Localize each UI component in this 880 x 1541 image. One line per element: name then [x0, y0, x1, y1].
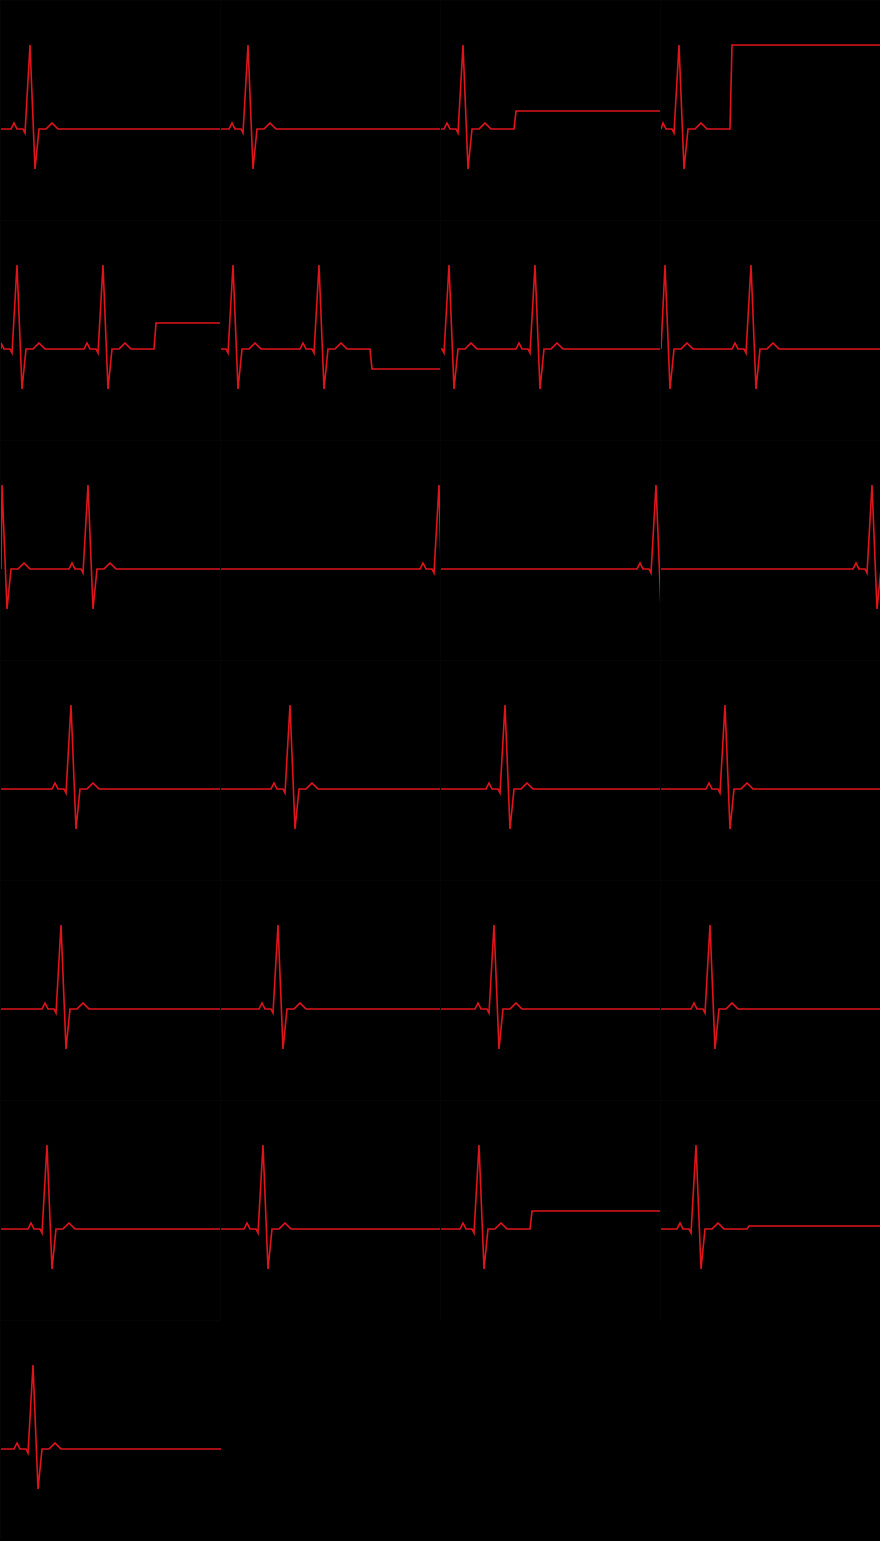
ecg-frame-svg [661, 264, 880, 390]
ecg-trace [221, 1144, 441, 1270]
ecg-frame-svg [221, 484, 441, 577]
frame-16 [660, 660, 880, 880]
ecg-trace [441, 264, 661, 390]
frame-4 [660, 0, 880, 220]
ecg-frame-svg [441, 704, 661, 830]
frame-13 [0, 660, 221, 880]
ecg-frame-svg [661, 484, 880, 610]
frame-17 [0, 880, 221, 1100]
frame-14 [220, 660, 441, 880]
ecg-trace [1, 484, 221, 610]
ecg-trace [1, 1144, 221, 1270]
ecg-frame-svg [221, 704, 441, 830]
frame-12 [660, 440, 880, 660]
ecg-frame-svg [221, 1144, 441, 1270]
frame-5 [0, 220, 221, 440]
ecg-frame-svg [1, 264, 221, 390]
ecg-frame-svg [441, 44, 661, 170]
frame-21 [0, 1100, 221, 1320]
frame-24 [660, 1100, 880, 1320]
ecg-trace [1, 1364, 221, 1490]
ecg-frame-svg [221, 924, 441, 1050]
ecg-frame-svg [441, 1144, 661, 1270]
ecg-trace [661, 44, 880, 170]
ecg-frame-svg [1, 1364, 221, 1490]
frame-22 [220, 1100, 441, 1320]
ecg-trace [1, 44, 221, 170]
frame-6 [220, 220, 441, 440]
ecg-frame-svg [441, 484, 661, 610]
ecg-frame-svg [661, 704, 880, 830]
frame-23 [440, 1100, 661, 1320]
frame-20 [660, 880, 880, 1100]
ecg-frame-svg [441, 264, 661, 390]
frame-9 [0, 440, 221, 660]
ecg-frame-svg [1, 1144, 221, 1270]
ecg-trace [1, 704, 221, 830]
ecg-trace [221, 704, 441, 830]
ecg-frame-svg [1, 484, 221, 610]
frame-8 [660, 220, 880, 440]
ecg-trace [221, 924, 441, 1050]
ecg-frame-svg [441, 924, 661, 1050]
ecg-frame-svg [1, 924, 221, 1050]
frame-3 [440, 0, 661, 220]
frame-18 [220, 880, 441, 1100]
ecg-trace [441, 484, 661, 610]
frame-25 [0, 1320, 221, 1540]
ecg-trace [661, 264, 880, 390]
ecg-trace [221, 484, 441, 577]
ecg-trace [221, 44, 441, 170]
ecg-trace [221, 264, 441, 390]
ecg-frame-svg [661, 1144, 880, 1270]
frame-11 [440, 440, 661, 660]
ecg-trace [1, 924, 221, 1050]
ecg-frame-svg [661, 924, 880, 1050]
ecg-trace [1, 264, 221, 390]
frame-2 [220, 0, 441, 220]
ecg-trace [661, 1144, 880, 1270]
ecg-trace [441, 44, 661, 170]
frame-10 [220, 440, 441, 660]
frame-15 [440, 660, 661, 880]
ecg-trace [661, 924, 880, 1050]
ecg-trace [441, 1144, 661, 1270]
ecg-frame-svg [1, 44, 221, 170]
ecg-frame-svg [1, 704, 221, 830]
frame-19 [440, 880, 661, 1100]
ecg-frame-svg [661, 44, 880, 170]
frame-7 [440, 220, 661, 440]
ecg-trace [661, 484, 880, 610]
ecg-trace [441, 924, 661, 1050]
frame-1 [0, 0, 221, 220]
ecg-frame-svg [221, 44, 441, 170]
ecg-trace [441, 704, 661, 830]
ecg-trace [661, 704, 880, 830]
ecg-frame-svg [221, 264, 441, 390]
